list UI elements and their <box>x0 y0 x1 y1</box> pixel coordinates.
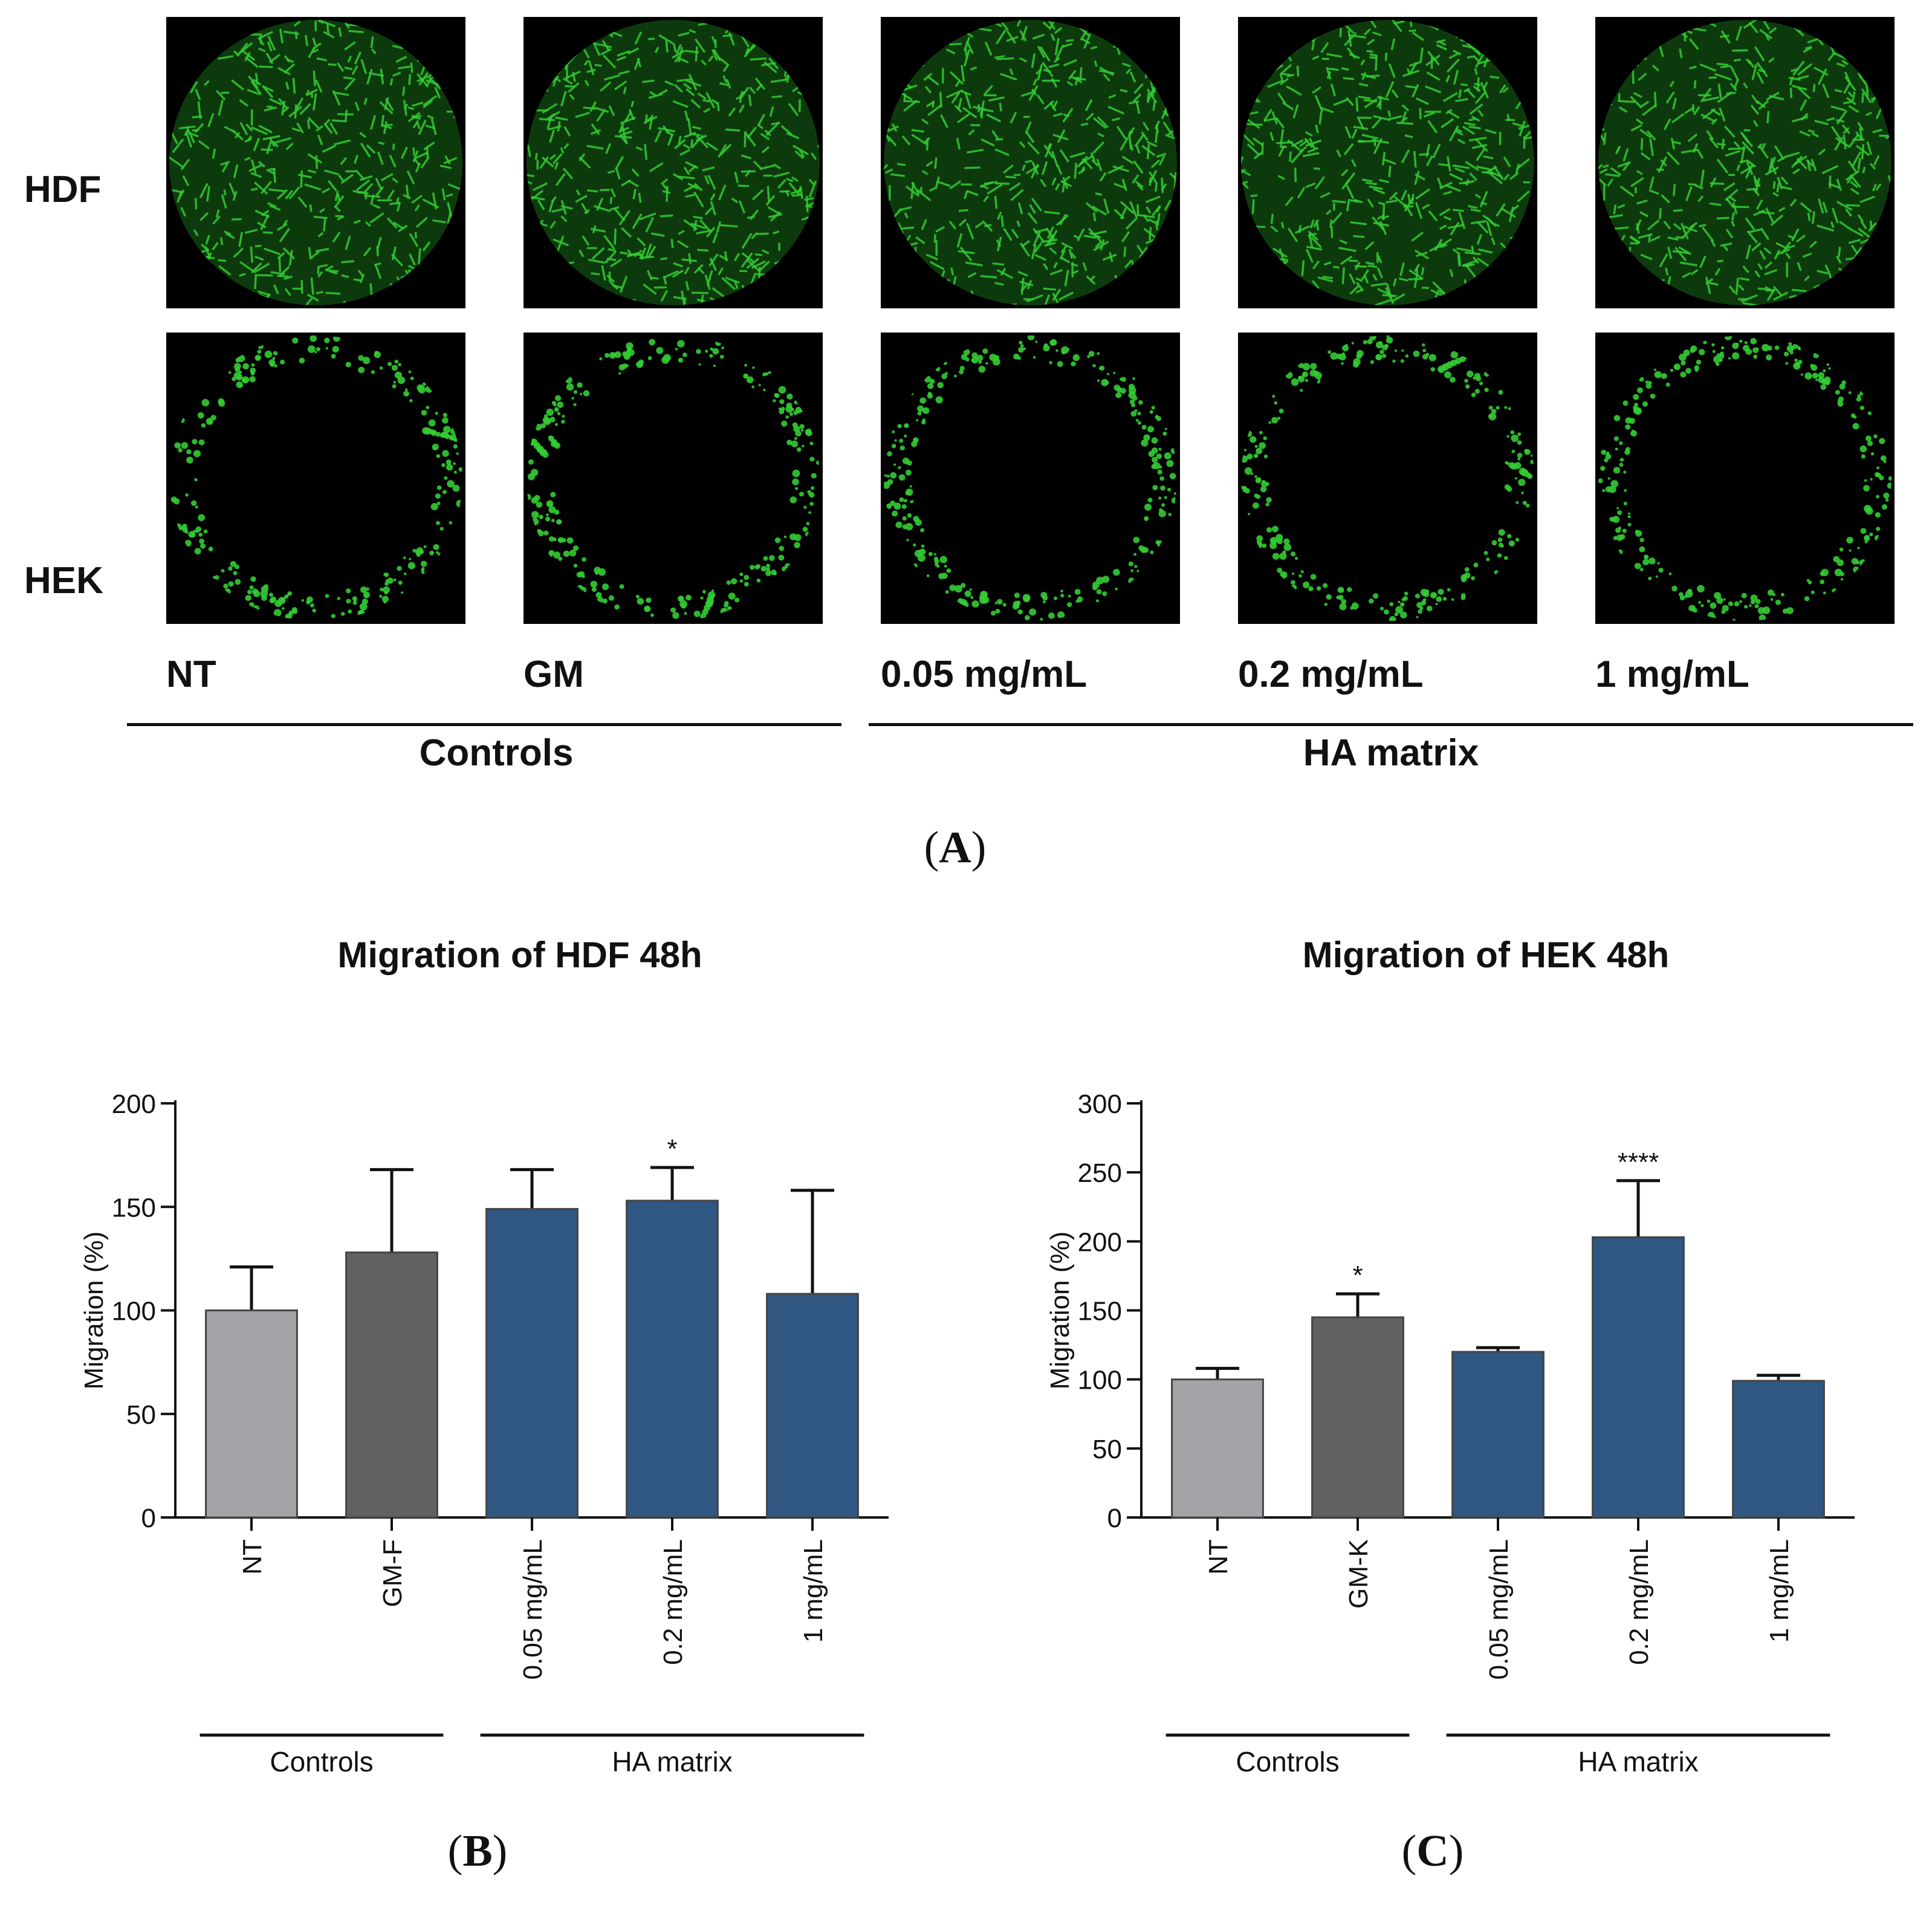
hdf-image-005 <box>881 17 1180 308</box>
condition-label-005: 0.05 mg/mL <box>881 654 1088 695</box>
row-label-hdf: HDF <box>24 169 102 210</box>
y-tick-label: 0 <box>1107 1504 1122 1533</box>
bar <box>626 1199 719 1519</box>
y-axis-label: Migration (%) <box>1045 1232 1075 1390</box>
hdf-image-nt <box>166 17 465 308</box>
y-tick-label: 250 <box>1078 1158 1122 1188</box>
hek-image-gm <box>524 333 823 624</box>
bar <box>485 1208 579 1519</box>
bar <box>205 1309 298 1519</box>
significance-label: * <box>1352 1261 1363 1290</box>
hdf-cell-texture <box>883 19 1178 306</box>
y-tick-label: 200 <box>1078 1227 1122 1257</box>
y-tick-label: 200 <box>112 1089 156 1119</box>
group-label: Controls <box>270 1746 373 1777</box>
bar <box>1171 1378 1264 1519</box>
bar <box>1311 1316 1404 1519</box>
bar <box>345 1251 438 1519</box>
y-tick-label: 300 <box>1078 1089 1122 1119</box>
hek-cell-texture <box>1598 335 1892 621</box>
hdf-cell-texture <box>1240 19 1535 306</box>
panel-b-label: (B) <box>447 1826 508 1876</box>
group-label: HA matrix <box>612 1746 732 1777</box>
chart-hdf-migration: Migration of HDF 48h Migration (%) 0 50 100 1… <box>79 935 889 1777</box>
hek-image-005 <box>881 333 1180 624</box>
y-tick-label: 150 <box>112 1193 156 1222</box>
x-tick-label: GM-K <box>1344 1539 1373 1609</box>
x-tick-label: NT <box>238 1539 267 1575</box>
bar <box>1451 1351 1545 1519</box>
hdf-image-gm <box>524 17 823 308</box>
x-tick-label: 1 mg/mL <box>799 1539 828 1643</box>
bar <box>1592 1236 1685 1519</box>
x-tick-label: GM-F <box>378 1539 407 1607</box>
ha-matrix-group-line <box>869 723 1913 726</box>
hdf-cell-texture <box>169 19 463 306</box>
controls-group-line <box>127 723 841 726</box>
chart-title: Migration of HDF 48h <box>337 935 702 975</box>
y-tick-label: 100 <box>1078 1366 1122 1395</box>
y-tick-label: 50 <box>126 1400 156 1430</box>
hek-image-02 <box>1238 333 1537 624</box>
row-label-hek: HEK <box>24 560 103 602</box>
x-tick-label: 0.05 mg/mL <box>1484 1539 1514 1679</box>
controls-group-label: Controls <box>419 732 574 774</box>
condition-label-nt: NT <box>166 654 216 695</box>
x-tick-label: 0.2 mg/mL <box>658 1539 688 1665</box>
condition-label-gm: GM <box>524 654 584 695</box>
hek-cell-texture <box>883 335 1178 621</box>
panel-c-label: (C) <box>1401 1826 1464 1876</box>
ha-matrix-group-label: HA matrix <box>1303 732 1479 774</box>
x-tick-label: 1 mg/mL <box>1765 1539 1794 1643</box>
hdf-image-1 <box>1595 17 1895 308</box>
condition-label-02: 0.2 mg/mL <box>1238 654 1424 695</box>
y-tick-label: 50 <box>1092 1435 1122 1464</box>
condition-label-1: 1 mg/mL <box>1595 654 1749 695</box>
bar <box>1732 1380 1825 1519</box>
group-label: HA matrix <box>1578 1746 1698 1777</box>
y-axis-label: Migration (%) <box>79 1232 109 1390</box>
hek-cell-texture <box>1240 335 1535 621</box>
hek-image-nt <box>166 333 465 624</box>
hdf-cell-texture <box>526 19 820 306</box>
hdf-cell-texture <box>1598 19 1892 306</box>
x-tick-label: 0.05 mg/mL <box>518 1539 548 1679</box>
group-label: Controls <box>1236 1746 1339 1777</box>
y-tick-label: 100 <box>112 1297 156 1326</box>
significance-label: * <box>667 1134 677 1164</box>
hek-cell-texture <box>526 339 820 620</box>
x-tick-label: NT <box>1204 1539 1233 1575</box>
bar <box>766 1293 859 1519</box>
significance-label: **** <box>1618 1147 1659 1177</box>
chart-title: Migration of HEK 48h <box>1303 935 1670 975</box>
y-tick-label: 0 <box>141 1504 156 1533</box>
hek-image-1 <box>1595 333 1895 624</box>
panel-a-label: (A) <box>924 823 987 872</box>
chart-hek-migration: Migration of HEK 48h Migration (%) 0 50 100 1… <box>1045 935 1855 1777</box>
y-tick-label: 150 <box>1078 1297 1122 1326</box>
hdf-image-02 <box>1238 17 1537 308</box>
hek-cell-texture <box>170 335 463 619</box>
x-tick-label: 0.2 mg/mL <box>1624 1539 1654 1665</box>
